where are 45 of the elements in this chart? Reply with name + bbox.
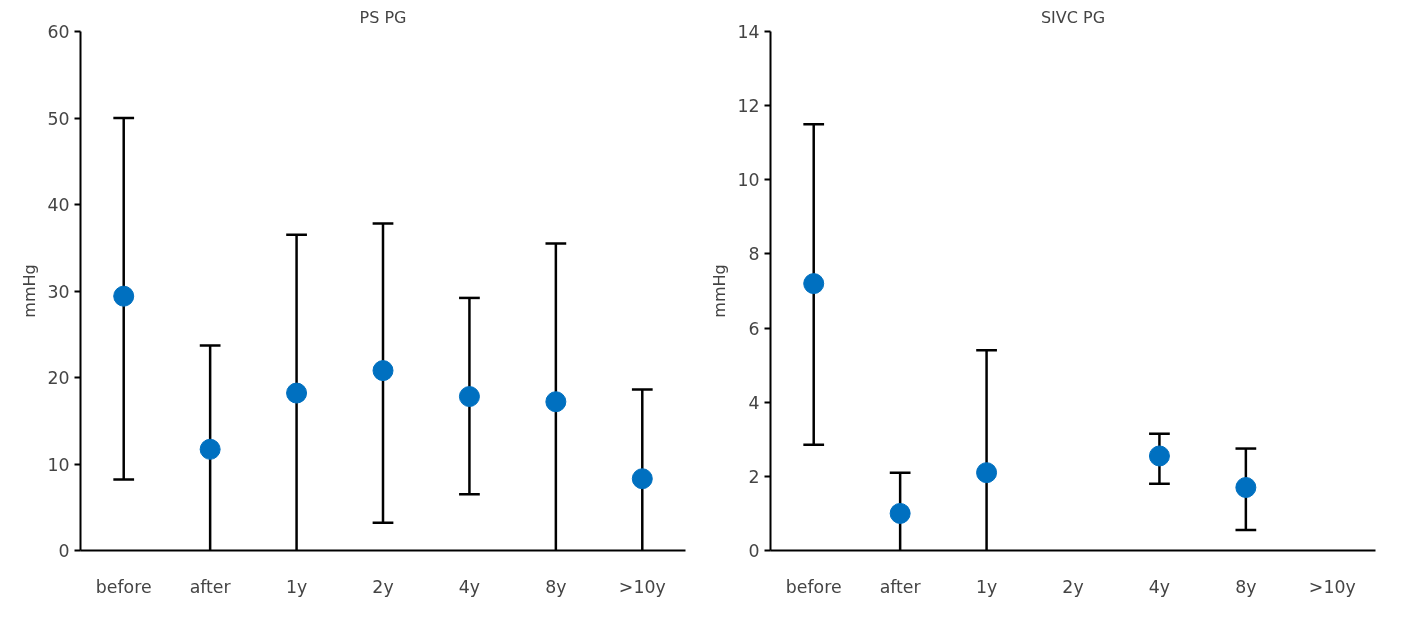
chart-title: SIVC PG [1040, 7, 1106, 27]
point [286, 382, 308, 404]
x-tick-label: 1y [975, 576, 998, 597]
x-tick-label: >10y [1308, 576, 1356, 597]
point [545, 391, 567, 413]
x-tick-label: after [189, 576, 232, 597]
y-tick-label: 0 [58, 541, 70, 561]
y-tick-label: 0 [748, 541, 760, 561]
point [199, 438, 221, 460]
point [889, 502, 911, 524]
y-axis-title: mmHg [20, 264, 40, 318]
y-tick-label: 50 [47, 108, 70, 129]
y-tick-label: 10 [47, 454, 70, 475]
x-tick-label: 4y [1148, 576, 1171, 597]
point [1148, 445, 1170, 467]
y-tick-label: 10 [737, 170, 760, 191]
point [113, 285, 135, 307]
y-tick-label: 40 [47, 195, 70, 215]
point [458, 386, 480, 408]
y-tick-label: 2 [748, 466, 760, 487]
point [803, 273, 825, 295]
point [976, 462, 998, 484]
y-tick-label: 12 [737, 96, 760, 117]
x-tick-label: before [785, 576, 842, 597]
x-tick-label: 2y [372, 576, 394, 597]
y-tick-label: 20 [47, 368, 70, 388]
x-tick-label: before [95, 576, 152, 597]
x-tick-label: 2y [1062, 576, 1084, 597]
x-tick-label: after [879, 576, 922, 597]
x-tick-label: 8y [1235, 576, 1257, 597]
y-tick-label: 8 [748, 244, 760, 265]
y-axis-title: mmHg [710, 264, 730, 318]
point [1235, 477, 1257, 498]
x-tick-label: 4y [458, 576, 481, 597]
point [631, 468, 653, 490]
y-tick-label: 60 [47, 22, 70, 42]
x-tick-label: 1y [285, 576, 308, 597]
x-tick-label: >10y [618, 576, 666, 597]
point [372, 360, 394, 382]
x-tick-label: 8y [545, 576, 567, 597]
y-tick-label: 4 [748, 392, 760, 413]
y-tick-label: 14 [737, 22, 760, 42]
y-tick-label: 30 [47, 281, 70, 302]
y-tick-label: 6 [748, 318, 760, 339]
chart-title: PS PG [359, 7, 407, 27]
